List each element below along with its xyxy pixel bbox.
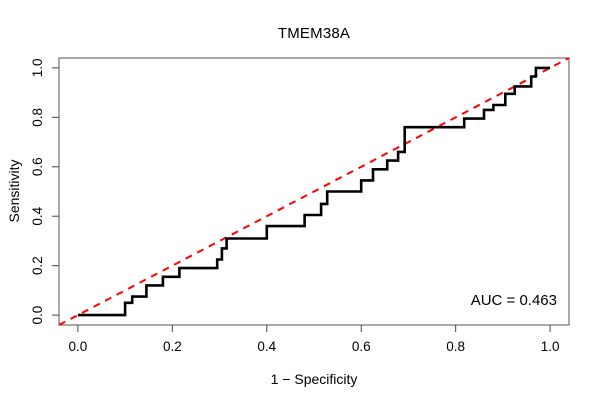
y-tick-label: 0.8 <box>30 108 45 127</box>
x-tick-label: 0.4 <box>257 339 276 354</box>
roc-curve <box>77 66 551 317</box>
plot-title: TMEM38A <box>277 25 351 42</box>
x-tick-label: 0.2 <box>163 339 182 354</box>
x-tick-label: 0.0 <box>68 339 87 354</box>
y-tick-label: 0.4 <box>30 206 45 225</box>
x-tick-label: 0.8 <box>446 339 465 354</box>
x-tick-label: 0.6 <box>352 339 371 354</box>
y-tick-label: 0.6 <box>30 157 45 176</box>
diagonal-reference-line <box>58 57 570 326</box>
y-tick-label: 1.0 <box>30 58 45 77</box>
auc-annotation: AUC = 0.463 <box>470 292 557 309</box>
plot-box <box>58 57 570 326</box>
y-tick-label: 0.0 <box>30 306 45 325</box>
x-axis-label: 1 − Specificity <box>270 371 358 387</box>
y-axis-label: Sensitivity <box>6 159 22 223</box>
x-tick-label: 1.0 <box>541 339 560 354</box>
y-tick-label: 0.2 <box>30 256 45 275</box>
